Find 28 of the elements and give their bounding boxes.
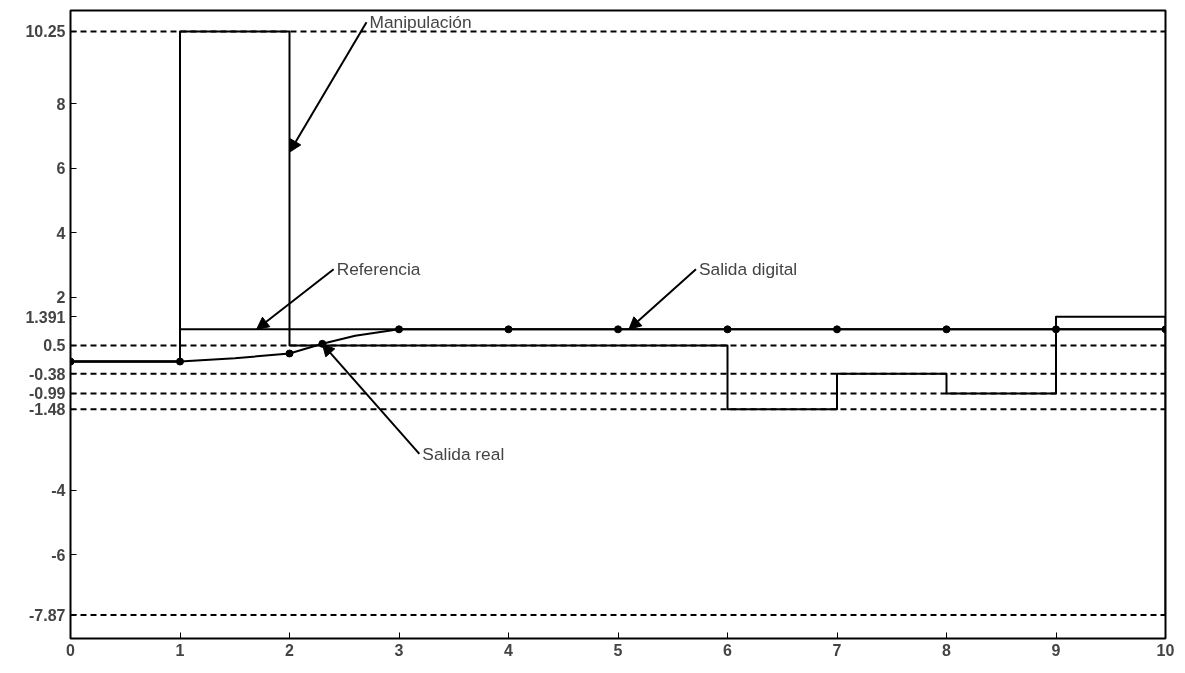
annotation: Referencia [336, 259, 421, 280]
x-tick-label: 6 [723, 641, 733, 659]
y-tick-label: 0.5 [43, 337, 66, 355]
annotation: Manipulación [369, 12, 472, 33]
y-tick-label: -0.99 [29, 385, 66, 403]
x-tick-label: 10 [1156, 641, 1175, 659]
x-tick-label: 4 [504, 641, 514, 659]
y-tick-label: -7.87 [29, 606, 66, 624]
annotation: Salida real [422, 443, 505, 464]
y-tick-label: 4 [56, 224, 66, 242]
annotation: Salida digital [698, 259, 798, 280]
y-tick-label: 8 [56, 95, 66, 113]
x-tick-label: 8 [942, 641, 952, 659]
x-tick-label: 1 [175, 641, 185, 659]
x-tick-label: 3 [394, 641, 404, 659]
y-tick-label: 1.391 [25, 308, 66, 326]
y-tick-label: -0.38 [29, 365, 66, 383]
y-tick-label: -1.48 [29, 401, 66, 419]
x-tick-label: 7 [832, 641, 842, 659]
y-tick-label: 2 [56, 289, 66, 307]
y-tick-label: -6 [51, 546, 66, 564]
x-tick-label: 5 [613, 641, 623, 659]
x-tick-label: 0 [66, 641, 76, 659]
y-tick-label: 10.25 [25, 23, 66, 41]
y-tick-label: -4 [51, 482, 66, 500]
x-tick-label: 2 [285, 641, 295, 659]
x-tick-label: 9 [1051, 641, 1061, 659]
y-tick-label: 6 [56, 160, 66, 178]
